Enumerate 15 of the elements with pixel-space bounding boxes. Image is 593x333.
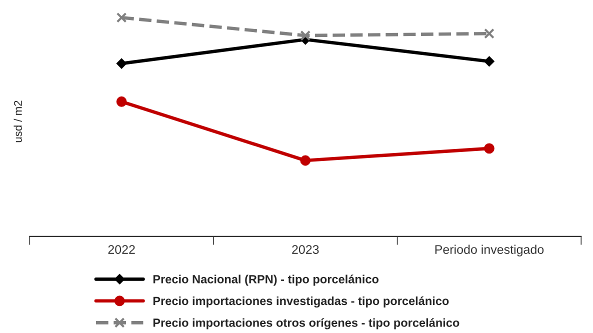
point [484,143,494,154]
point [116,96,127,107]
legend-label: Precio importaciones otros orígenes - tipo porcelánico [153,318,460,330]
y-axis-title: usd / m2 [14,100,22,142]
legend-label: Precio Nacional (RPN) - tipo porcelánico [153,274,379,286]
point [300,30,311,41]
legend-label: Precio importaciones investigadas - tipo porcelánico [153,296,449,308]
point [116,12,127,23]
point [300,155,311,166]
x-tick-label: Periodo investigado [435,244,544,256]
x-tick-label: 2022 [108,245,135,254]
x-tick-label: 2023 [292,245,319,254]
point [484,56,494,66]
point [484,28,494,39]
point [116,58,127,69]
